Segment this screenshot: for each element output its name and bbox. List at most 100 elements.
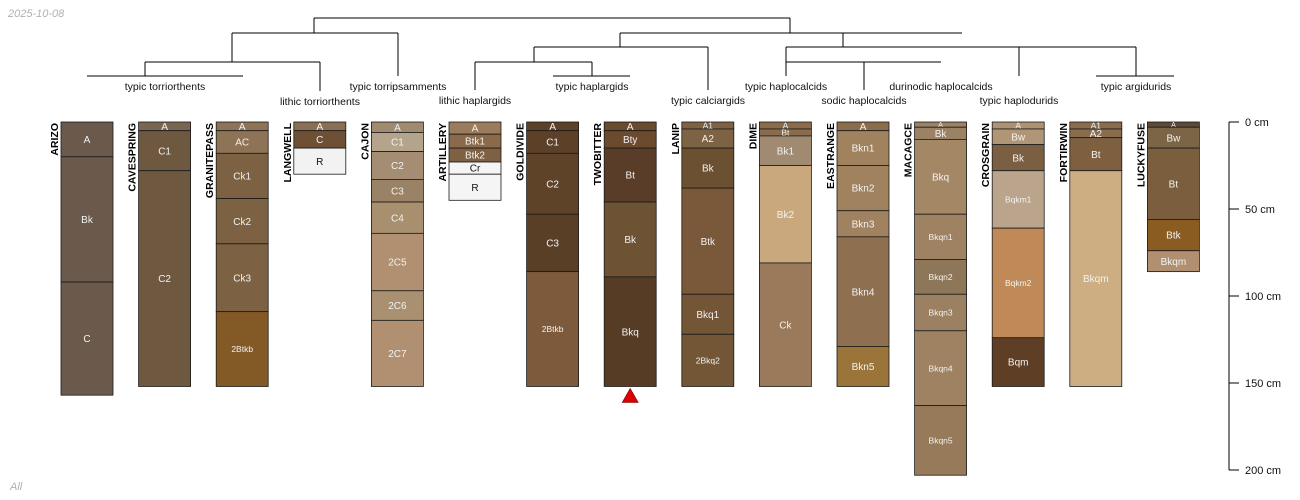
horizon-fill [370, 201, 424, 234]
taxon-label: lithic haplargids [439, 95, 511, 107]
horizon: C [293, 130, 347, 149]
horizon-fill [836, 236, 890, 347]
profile-goldivide: GOLDIVIDE A C1 C2 C3 2Btkb [515, 121, 579, 387]
horizon-fill [60, 121, 114, 158]
depth-tick-label: 0 cm [1245, 117, 1269, 129]
warning-marker-icon [621, 387, 639, 403]
horizon: Ck [759, 262, 812, 387]
depth-tick-label: 50 cm [1245, 204, 1275, 216]
profile-name: ARIZO [49, 123, 61, 156]
horizon-label: Bkn4 [852, 287, 875, 298]
horizon-label: A [316, 122, 323, 133]
horizon-label: A [860, 122, 867, 133]
horizon: A [448, 121, 502, 135]
horizon: AC [215, 130, 269, 154]
horizon-fill [215, 198, 269, 245]
horizon: C1 [526, 130, 579, 154]
horizon-label: Bk1 [777, 146, 795, 157]
horizon: Bkn1 [836, 130, 890, 166]
taxon-label: sodic haplocalcids [821, 95, 906, 107]
horizon-fill [991, 144, 1045, 172]
horizon-label: Bkqn5 [929, 435, 953, 445]
horizon-label: 2C7 [388, 349, 407, 360]
horizon-label: Bkq [622, 327, 639, 338]
horizon: Bk1 [759, 135, 812, 166]
horizon: Bqm [991, 337, 1045, 387]
horizon-label: C1 [391, 138, 404, 149]
horizon: Bkn3 [836, 210, 890, 238]
horizon-label: A [161, 122, 168, 133]
depth-tick: 100 cm [1229, 291, 1281, 303]
horizon-fill [991, 170, 1045, 229]
horizon: Bt [603, 147, 657, 203]
horizon-label: R [316, 157, 323, 168]
horizon-fill [60, 281, 114, 396]
taxon-label: typic haplodurids [980, 95, 1059, 107]
horizon-fill [914, 259, 967, 295]
horizon-label: Bkq [932, 172, 949, 183]
depth-tick: 50 cm [1229, 204, 1275, 216]
profile-name: MACAGCE [903, 123, 915, 177]
profile-artillery: ARTILLERY A Btk1 Btk2 Cr R [437, 121, 502, 201]
horizon: Bkq [914, 138, 967, 215]
horizon-label: A [1171, 122, 1176, 129]
horizon-fill [603, 147, 657, 203]
horizon-label: Bk [81, 215, 94, 226]
horizon-label: Bw [1011, 132, 1026, 143]
horizon-fill [603, 276, 657, 387]
horizon-fill [370, 232, 424, 292]
horizon-label: A [783, 121, 789, 131]
horizon-label: Bt [781, 127, 790, 137]
horizon: Bkn5 [836, 346, 890, 387]
subset-label: All [10, 481, 23, 493]
horizon-label: Bkqn2 [929, 272, 953, 282]
horizon-label: Btk [701, 237, 716, 248]
horizon-label: Bkqm [1161, 257, 1187, 268]
profile-name: FORTIRWIN [1058, 123, 1070, 182]
horizon: Bkqn3 [914, 293, 967, 332]
horizon-label: Bkq1 [696, 310, 719, 321]
horizon-fill [759, 262, 812, 387]
horizon: A [60, 121, 114, 158]
horizon-label: Bkqn4 [929, 363, 953, 373]
horizon: C2 [370, 151, 424, 180]
horizon-label: Cr [470, 164, 481, 175]
profile-crosgrain: CROSGRAIN ABw Bk Bqkm1 Bqkm2 Bqm [980, 121, 1045, 387]
horizon-fill [215, 243, 269, 313]
horizon-label: 2Bkq2 [696, 355, 720, 365]
horizon-label: Bkqm [1083, 274, 1109, 285]
horizon-label: A [394, 123, 401, 134]
horizon-label: Bqm [1008, 358, 1029, 369]
profile-name: GOLDIVIDE [515, 123, 527, 181]
horizon-fill [991, 337, 1045, 387]
horizon: Bkq [603, 276, 657, 387]
date-label: 2025-10-08 [8, 8, 65, 20]
horizon-fill [681, 147, 735, 189]
horizon-label: C4 [391, 213, 404, 224]
horizon-label: A [84, 135, 91, 146]
profile-name: LANIP [670, 123, 682, 155]
horizon-label: C [83, 334, 90, 345]
horizon: Bkqn4 [914, 330, 967, 407]
horizon-label: R [471, 183, 478, 194]
horizon-fill [215, 152, 269, 199]
profile-name: GRANITEPASS [204, 123, 216, 198]
horizon-label: A [472, 124, 479, 135]
horizon-fill [370, 151, 424, 180]
horizon-fill [526, 213, 579, 273]
profile-granitepass: GRANITEPASS A AC Ck1 Ck2 Ck3 2Btkb [204, 121, 269, 387]
horizon-label: Bkqn1 [929, 232, 953, 242]
horizon-fill [759, 165, 812, 264]
horizon: Btk [1147, 219, 1200, 252]
profile-name: LUCKYFUSE [1135, 123, 1147, 187]
profile-cavespring: CAVESPRING A C1 C2 [127, 121, 192, 387]
horizon-fill [1147, 250, 1200, 273]
depth-tick-label: 150 cm [1245, 378, 1281, 390]
profile-langwell: LANGWELL ACR [282, 121, 347, 183]
horizon-fill [370, 319, 424, 387]
horizon-fill [681, 293, 735, 335]
profile-twobitter: TWOBITTER A Bty Bt Bk Bkq [592, 121, 657, 403]
horizon-label: Bqkm2 [1005, 278, 1032, 288]
horizon: Btk1 [448, 133, 502, 149]
horizon-label: 2Btkb [542, 324, 564, 334]
